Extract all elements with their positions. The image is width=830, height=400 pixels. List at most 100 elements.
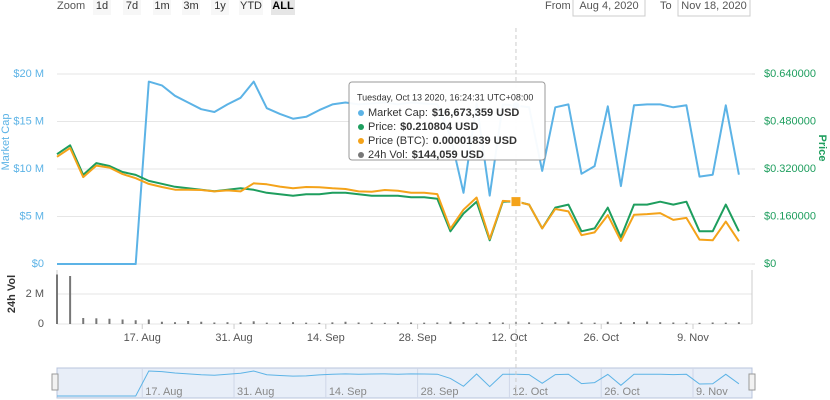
to-input[interactable] [677, 0, 751, 17]
volume-bar [252, 321, 255, 324]
volume-bar [685, 322, 688, 324]
navigator-label: 12. Oct [512, 386, 547, 398]
tooltip-separator: : [393, 121, 396, 133]
y2-tick-label: $0 [764, 258, 776, 270]
volume-bar [698, 322, 701, 324]
volume-bar [213, 322, 216, 324]
volume-bar [737, 322, 740, 324]
volume-bar [108, 318, 111, 324]
volume-bar [134, 320, 137, 324]
volume-bar [449, 321, 452, 324]
x-tick-label: 26. Oct [583, 332, 618, 344]
y2-tick-label: $0.640000 [764, 68, 816, 80]
volume-bar [278, 322, 281, 324]
to-value[interactable]: Nov 18, 2020 [681, 0, 746, 12]
y-tick-label: $10 M [13, 163, 44, 175]
tooltip-value: 0.00001839 USD [433, 135, 517, 147]
navigator-handle[interactable] [51, 373, 59, 391]
tooltip-dot [358, 110, 364, 116]
volume-bar [69, 276, 72, 324]
y-tick-label: $5 M [20, 210, 44, 222]
tooltip: Tuesday, Oct 13 2020, 16:24:31 UTC+08:00… [348, 81, 546, 161]
volume-bar [396, 322, 399, 324]
volume-bar [724, 322, 727, 324]
zoom-button[interactable] [123, 0, 141, 15]
tooltip-title: Tuesday, Oct 13 2020, 16:24:31 UTC+08:00 [357, 92, 533, 102]
volume-bar [554, 322, 557, 324]
volume-bar [632, 322, 635, 324]
volume-bar [646, 321, 649, 324]
navigator-label: 28. Sep [421, 386, 459, 398]
zoom-button[interactable] [271, 0, 295, 15]
volume-tick-label: 0 [38, 318, 44, 330]
from-input[interactable] [572, 0, 646, 17]
zoom-button-label[interactable]: YTD [240, 0, 262, 12]
navigator-label: 17. Aug [145, 386, 182, 398]
volume-bar [187, 321, 190, 324]
volume-bar [475, 322, 478, 324]
zoom-button[interactable] [211, 0, 229, 15]
x-tick-label: 14. Sep [307, 332, 345, 344]
volume-bar [541, 322, 544, 324]
tooltip-value: $144,059 USD [412, 149, 484, 161]
volume-bar [174, 322, 177, 324]
zoom-button-label[interactable]: 1d [96, 0, 108, 12]
y2-tick-label: $0.320000 [764, 163, 816, 175]
volume-bar [344, 321, 347, 324]
zoom-button[interactable] [182, 0, 200, 15]
zoom-button[interactable] [239, 0, 263, 15]
hover-marker [510, 196, 522, 208]
tooltip-box [348, 81, 546, 161]
volume-bar [659, 322, 662, 324]
y-tick-label: $0 [32, 258, 44, 270]
tooltip-separator: : [405, 149, 408, 161]
volume-bar [462, 322, 465, 324]
volume-bar [305, 322, 308, 324]
volume-bar [121, 319, 124, 324]
volume-bar [672, 322, 675, 324]
x-tick-label: 28. Sep [399, 332, 437, 344]
zoom-button-label[interactable]: 3m [183, 0, 198, 12]
tooltip-row: Market Cap: $16,673,359 USD [368, 107, 519, 119]
navigator-handle[interactable] [748, 373, 756, 391]
zoom-button[interactable] [153, 0, 171, 15]
zoom-button[interactable] [93, 0, 111, 15]
volume-bar [370, 322, 373, 324]
tooltip-dot [358, 152, 364, 158]
volume-bar [265, 322, 268, 324]
navigator-label: 9. Nov [696, 386, 728, 398]
volume-bar [580, 322, 583, 324]
zoom-button-label[interactable]: 7d [126, 0, 138, 12]
x-tick-label: 12. Oct [492, 332, 527, 344]
to-label: To [660, 0, 672, 12]
volume-bar [711, 322, 714, 324]
zoom-button-label[interactable]: ALL [272, 0, 294, 12]
y2-tick-label: $0.160000 [764, 210, 816, 222]
volume-axis-title: 24h Vol [6, 275, 18, 313]
tooltip-row: Price: $0.210804 USD [368, 121, 478, 133]
tooltip-name: Price [368, 121, 393, 133]
volume-bar [357, 322, 360, 324]
tooltip-name: Market Cap [368, 107, 425, 119]
tooltip-name: 24h Vol [368, 149, 405, 161]
volume-bar [239, 322, 242, 324]
navigator-label: 26. Oct [604, 386, 639, 398]
volume-bar [147, 319, 150, 324]
volume-bar [567, 321, 570, 324]
tooltip-separator: : [425, 107, 428, 119]
volume-bar [383, 322, 386, 324]
y-axis-title: Market Cap [0, 114, 12, 171]
zoom-button-label[interactable]: 1y [214, 0, 226, 12]
volume-bar [56, 274, 58, 324]
tooltip-row: 24h Vol: $144,059 USD [368, 149, 484, 161]
tooltip-separator: : [425, 135, 428, 147]
volume-bar [82, 318, 85, 324]
from-value[interactable]: Aug 4, 2020 [579, 0, 638, 12]
tooltip-value: $0.210804 USD [400, 121, 478, 133]
zoom-button-label[interactable]: 1m [154, 0, 169, 12]
volume-bar [160, 321, 163, 324]
navigator-label: 14. Sep [329, 386, 367, 398]
y-tick-label: $20 M [13, 68, 44, 80]
